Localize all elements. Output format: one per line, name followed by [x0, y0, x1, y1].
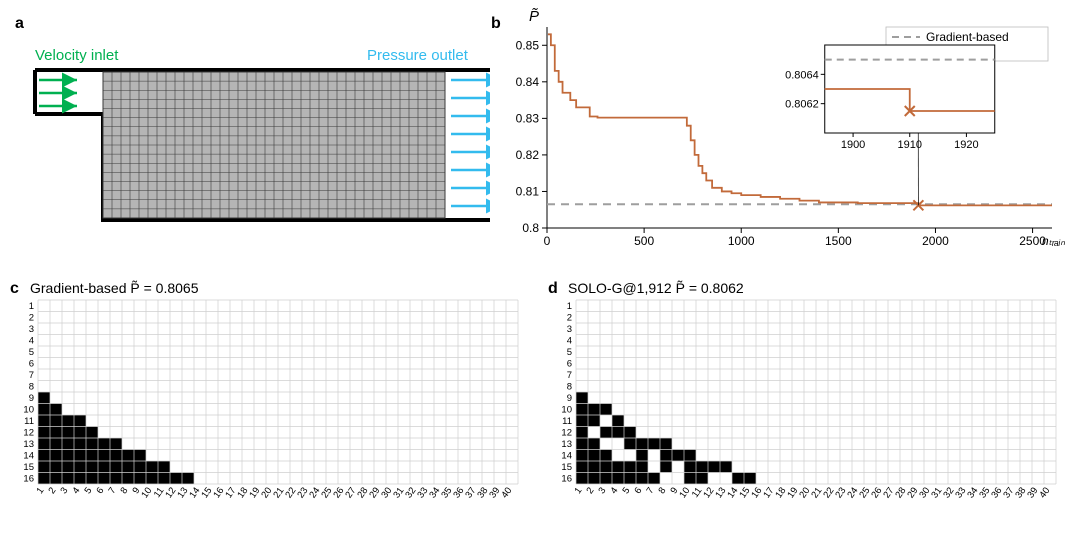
svg-text:5: 5: [620, 485, 632, 496]
svg-text:5: 5: [567, 347, 572, 358]
svg-text:16: 16: [561, 474, 572, 485]
svg-text:16: 16: [23, 474, 34, 485]
svg-text:6: 6: [94, 485, 106, 496]
svg-text:0.83: 0.83: [516, 111, 540, 125]
svg-text:7: 7: [29, 370, 34, 381]
svg-text:1: 1: [572, 485, 584, 496]
svg-text:3: 3: [29, 324, 34, 335]
svg-text:9: 9: [29, 393, 34, 404]
svg-text:2000: 2000: [922, 234, 949, 248]
panel-b-chart: 050010001500200025000.80.810.820.830.840…: [495, 5, 1070, 260]
panel-b: b 050010001500200025000.80.810.820.830.8…: [495, 5, 1070, 260]
panel-a: a Velocity inletPressure outlet: [15, 15, 490, 240]
svg-text:1900: 1900: [841, 139, 865, 151]
svg-text:11: 11: [562, 416, 572, 427]
svg-text:1: 1: [29, 301, 34, 312]
svg-text:40: 40: [1037, 485, 1052, 500]
svg-text:0.85: 0.85: [516, 38, 540, 52]
panel-d: d SOLO-G@1,912 P̃ = 0.8062 1234567891011…: [548, 280, 1078, 535]
svg-text:6: 6: [567, 359, 572, 370]
svg-text:7: 7: [567, 370, 572, 381]
svg-text:15: 15: [561, 462, 572, 473]
panel-c: c Gradient-based P̃ = 0.8065 12345678910…: [10, 280, 540, 535]
svg-text:10: 10: [23, 405, 34, 416]
svg-text:0.8064: 0.8064: [785, 69, 819, 81]
svg-text:3: 3: [58, 485, 70, 496]
svg-text:4: 4: [608, 485, 620, 496]
svg-text:0.84: 0.84: [516, 75, 540, 89]
panel-c-grid: 1234567891011121314151612345678910111213…: [10, 296, 540, 536]
svg-text:4: 4: [70, 485, 82, 496]
svg-text:6: 6: [632, 485, 644, 496]
svg-text:6: 6: [29, 359, 34, 370]
panel-c-title: Gradient-based P̃ = 0.8065: [30, 280, 199, 296]
svg-text:Velocity inlet: Velocity inlet: [35, 47, 119, 64]
svg-text:11: 11: [24, 416, 34, 427]
svg-text:4: 4: [567, 336, 572, 347]
svg-text:12: 12: [23, 428, 34, 439]
svg-text:0.82: 0.82: [516, 148, 540, 162]
svg-text:1: 1: [567, 301, 572, 312]
svg-text:7: 7: [106, 485, 118, 496]
svg-text:14: 14: [23, 451, 34, 462]
svg-text:2: 2: [29, 313, 34, 324]
svg-text:1920: 1920: [954, 139, 978, 151]
svg-text:0.8062: 0.8062: [785, 99, 819, 111]
svg-text:8: 8: [567, 382, 572, 393]
panel-a-diagram: Velocity inlet Pressure outlet: [15, 15, 490, 240]
svg-text:0.8: 0.8: [522, 221, 539, 235]
svg-text:5: 5: [82, 485, 94, 496]
svg-text:1500: 1500: [825, 234, 852, 248]
panel-d-title: SOLO-G@1,912 P̃ = 0.8062: [568, 280, 744, 296]
svg-text:40: 40: [499, 485, 514, 500]
svg-text:12: 12: [561, 428, 572, 439]
svg-text:2: 2: [584, 485, 596, 496]
svg-text:Gradient-based: Gradient-based: [926, 30, 1009, 44]
svg-text:15: 15: [23, 462, 34, 473]
svg-text:3: 3: [567, 324, 572, 335]
svg-text:Pressure outlet: Pressure outlet: [367, 47, 469, 64]
svg-text:10: 10: [561, 405, 572, 416]
svg-text:4: 4: [29, 336, 34, 347]
svg-text:9: 9: [567, 393, 572, 404]
panel-d-grid: 1234567891011121314151612345678910111213…: [548, 296, 1078, 536]
svg-text:2: 2: [46, 485, 58, 496]
svg-text:8: 8: [656, 485, 668, 496]
svg-text:P̃: P̃: [529, 8, 539, 25]
svg-text:8: 8: [29, 382, 34, 393]
svg-text:13: 13: [23, 439, 34, 450]
svg-text:nₜᵣₐᵢₙ: nₜᵣₐᵢₙ: [1042, 234, 1065, 248]
svg-text:0: 0: [544, 234, 551, 248]
svg-text:5: 5: [29, 347, 34, 358]
svg-text:500: 500: [634, 234, 654, 248]
svg-text:13: 13: [561, 439, 572, 450]
svg-text:1000: 1000: [728, 234, 755, 248]
svg-text:2: 2: [567, 313, 572, 324]
svg-text:1: 1: [34, 485, 46, 496]
svg-text:0.81: 0.81: [516, 184, 540, 198]
svg-text:8: 8: [118, 485, 130, 496]
svg-text:14: 14: [561, 451, 572, 462]
svg-text:3: 3: [596, 485, 608, 496]
svg-text:7: 7: [644, 485, 656, 496]
